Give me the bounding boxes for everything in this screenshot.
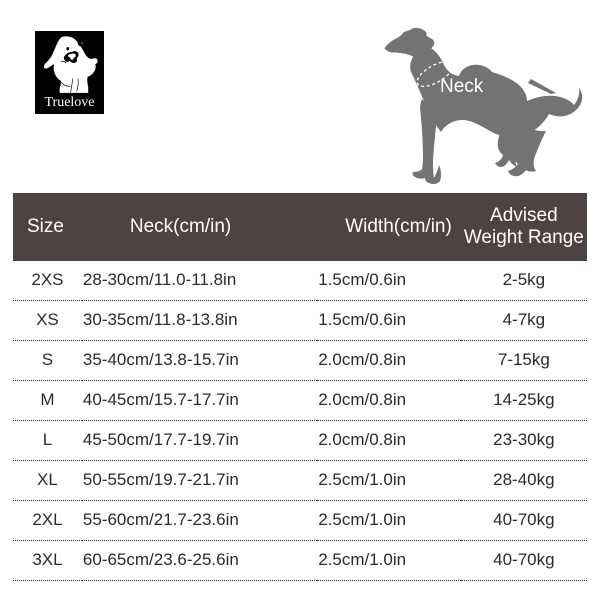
- svg-text:Neck: Neck: [440, 76, 484, 97]
